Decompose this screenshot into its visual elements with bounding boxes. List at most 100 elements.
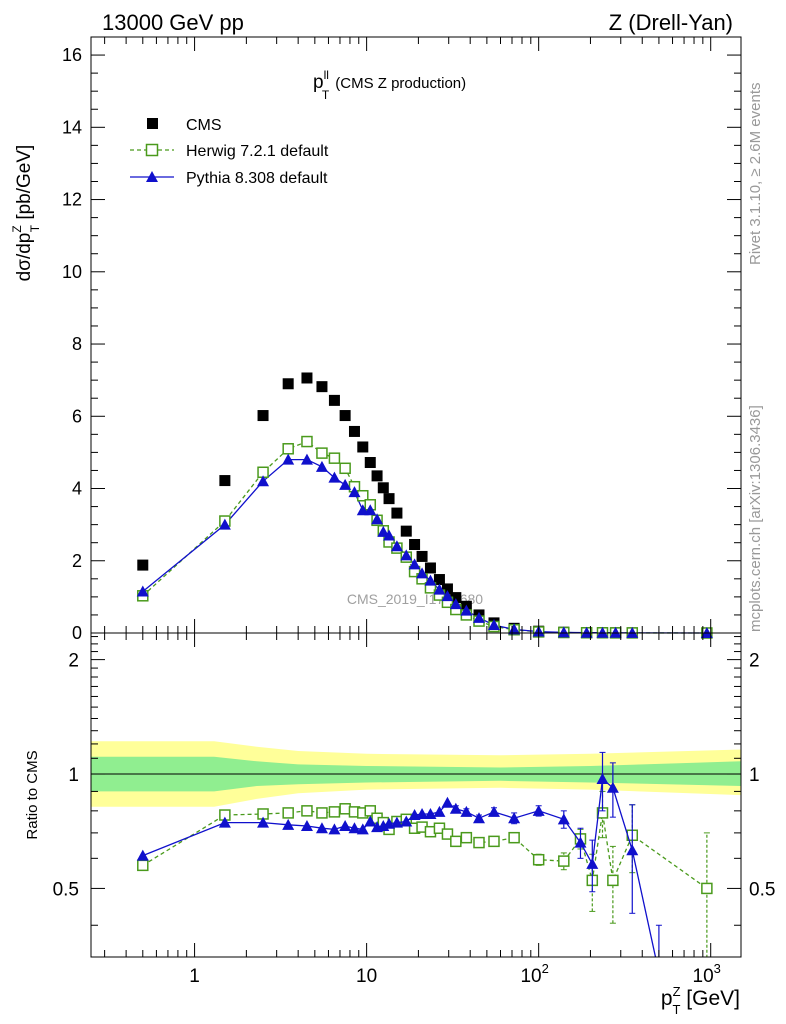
main-point-pythia-8-308-default-10 <box>364 504 377 516</box>
ratio-point-pythia-8-308-default-30 <box>596 773 609 785</box>
ratio-point-herwig-7-2-1-default-31 <box>607 874 619 887</box>
main-ytick-label: 4 <box>72 479 82 499</box>
ratio-point-pythia-8-308-default-0 <box>136 849 149 861</box>
ratio-point-pythia-8-308-default-18 <box>424 807 437 819</box>
main-point-cms-21 <box>450 592 462 604</box>
header-right: Z (Drell-Yan) <box>609 10 733 35</box>
ratio-point-pythia-8-308-default-24 <box>487 805 500 817</box>
main-point-cms-6 <box>328 394 340 406</box>
ratio-point-pythia-8-308-default-21 <box>449 802 462 814</box>
ratio-point-pythia-8-308-default-4 <box>300 819 313 831</box>
main-point-pythia-8-308-default-24 <box>487 619 500 631</box>
main-point-cms-9 <box>357 441 369 453</box>
legend-label-herwig: Herwig 7.2.1 default <box>186 143 329 160</box>
main-point-cms-20 <box>441 583 453 595</box>
mcplots-label: mcplots.cern.ch [arXiv:1306.3436] <box>747 405 764 632</box>
main-point-pythia-8-308-default-0 <box>136 585 149 597</box>
ratio-point-pythia-8-308-default-23 <box>473 812 486 824</box>
main-point-cms-3 <box>282 378 294 390</box>
ratio-series-layer <box>136 751 713 957</box>
x-tick-label: 1 <box>189 966 200 987</box>
ratio-point-herwig-7-2-1-default-5 <box>316 807 328 819</box>
main-point-herwig-7-2-1-default-5 <box>316 447 328 459</box>
ratio-point-pythia-8-308-default-14 <box>390 816 403 828</box>
ratio-point-herwig-7-2-1-default-0 <box>137 859 149 872</box>
legend-label-pythia: Pythia 8.308 default <box>186 170 328 187</box>
ratio-point-pythia-8-308-default-29 <box>586 857 599 869</box>
ratio-frame: 0.5 0.5 1 1 2 2 1 10 102 103 <box>53 632 775 987</box>
ratio-line-pythia-8-308-default <box>142 777 657 957</box>
main-ytick-label: 2 <box>72 551 82 571</box>
main-point-cms-18 <box>424 562 436 574</box>
main-point-cms-10 <box>364 457 376 469</box>
main-point-pythia-8-308-default-25 <box>508 623 521 635</box>
main-point-pythia-8-308-default-2 <box>257 475 270 487</box>
main-point-pythia-8-308-default-29 <box>596 626 609 638</box>
ratio-point-pythia-8-308-default-5 <box>315 822 328 834</box>
main-frame: 0 2 4 6 8 10 12 14 16 <box>62 36 742 643</box>
main-point-pythia-8-308-default-13 <box>383 529 396 541</box>
main-ytick-label: 8 <box>72 334 82 354</box>
ratio-point-pythia-8-308-default-2 <box>257 816 270 828</box>
ratio-ytick-label-right: 1 <box>749 765 760 786</box>
ratio-point-pythia-8-308-default-25 <box>508 812 521 824</box>
ratio-line-herwig-7-2-1-default <box>142 808 708 889</box>
x-tick-label: 103 <box>693 961 721 987</box>
ratio-point-herwig-7-2-1-default-24 <box>488 835 500 848</box>
main-point-pythia-8-308-default-21 <box>449 598 462 610</box>
main-ytick-label: 14 <box>62 117 82 137</box>
main-point-pythia-8-308-default-30 <box>609 626 622 638</box>
main-ytick-label: 0 <box>72 623 82 643</box>
main-point-pythia-8-308-default-1 <box>218 518 231 530</box>
main-point-cms-2 <box>257 410 269 422</box>
main-ytick-label: 10 <box>62 262 82 282</box>
main-title: pll T (CMS Z production) <box>313 68 466 102</box>
ratio-point-herwig-7-2-1-default-25 <box>508 831 520 844</box>
main-point-pythia-8-308-default-11 <box>371 513 384 525</box>
ratio-point-pythia-8-308-default-10 <box>364 815 377 827</box>
legend-label-cms: CMS <box>186 117 222 134</box>
main-ylabel: dσ/dpZ T [pb/GeV] <box>10 145 42 282</box>
ratio-point-pythia-8-308-default-9 <box>356 823 369 835</box>
main-point-herwig-7-2-1-default-3 <box>282 443 294 455</box>
main-point-pythia-8-308-default-7 <box>339 478 352 490</box>
ratio-point-herwig-7-2-1-default-19 <box>433 822 446 834</box>
legend-marker-herwig <box>145 143 159 157</box>
ratio-point-pythia-8-308-default-32 <box>626 844 639 856</box>
main-point-herwig-7-2-1-default-7 <box>339 462 351 475</box>
main-point-pythia-8-308-default-8 <box>348 486 361 498</box>
ratio-point-herwig-7-2-1-default-26 <box>532 853 545 866</box>
ratio-point-herwig-7-2-1-default-20 <box>441 828 454 840</box>
main-point-pythia-8-308-default-3 <box>282 453 295 465</box>
main-point-cms-4 <box>301 372 313 384</box>
main-point-cms-15 <box>400 525 412 537</box>
ratio-point-pythia-8-308-default-22 <box>460 805 473 817</box>
ratio-ytick-label-right: 2 <box>749 651 760 672</box>
main-point-pythia-8-308-default-16 <box>408 558 421 570</box>
main-point-pythia-8-308-default-14 <box>390 540 403 552</box>
main-point-cms-11 <box>371 470 383 482</box>
ratio-point-pythia-8-308-default-7 <box>339 819 352 831</box>
ratio-band-layer <box>91 741 741 807</box>
main-point-pythia-8-308-default-18 <box>424 574 437 586</box>
ratio-frame-border <box>90 632 742 958</box>
ratio-point-pythia-8-308-default-3 <box>282 818 295 830</box>
main-point-cms-12 <box>377 482 389 494</box>
ratio-point-pythia-8-308-default-27 <box>557 813 570 825</box>
main-point-herwig-7-2-1-default-4 <box>301 435 313 448</box>
main-ytick-label: 12 <box>62 190 82 210</box>
main-point-pythia-8-308-default-19 <box>433 583 446 595</box>
ratio-point-pythia-8-308-default-17 <box>416 807 429 819</box>
ratio-ytick-label-left: 2 <box>68 651 79 672</box>
main-ytick-label: 16 <box>62 45 82 65</box>
rivet-label: Rivet 3.1.10, ≥ 2.6M events <box>747 83 764 266</box>
ratio-point-pythia-8-308-default-15 <box>400 815 413 827</box>
main-point-cms-5 <box>316 381 328 393</box>
title-text: (CMS Z production) <box>335 75 466 92</box>
ratio-point-herwig-7-2-1-default-7 <box>339 803 351 815</box>
main-point-pythia-8-308-default-17 <box>416 567 429 579</box>
ratio-point-herwig-7-2-1-default-27 <box>558 855 570 867</box>
ratio-point-pythia-8-308-default-31 <box>606 781 619 793</box>
main-point-herwig-7-2-1-default-6 <box>328 452 341 464</box>
